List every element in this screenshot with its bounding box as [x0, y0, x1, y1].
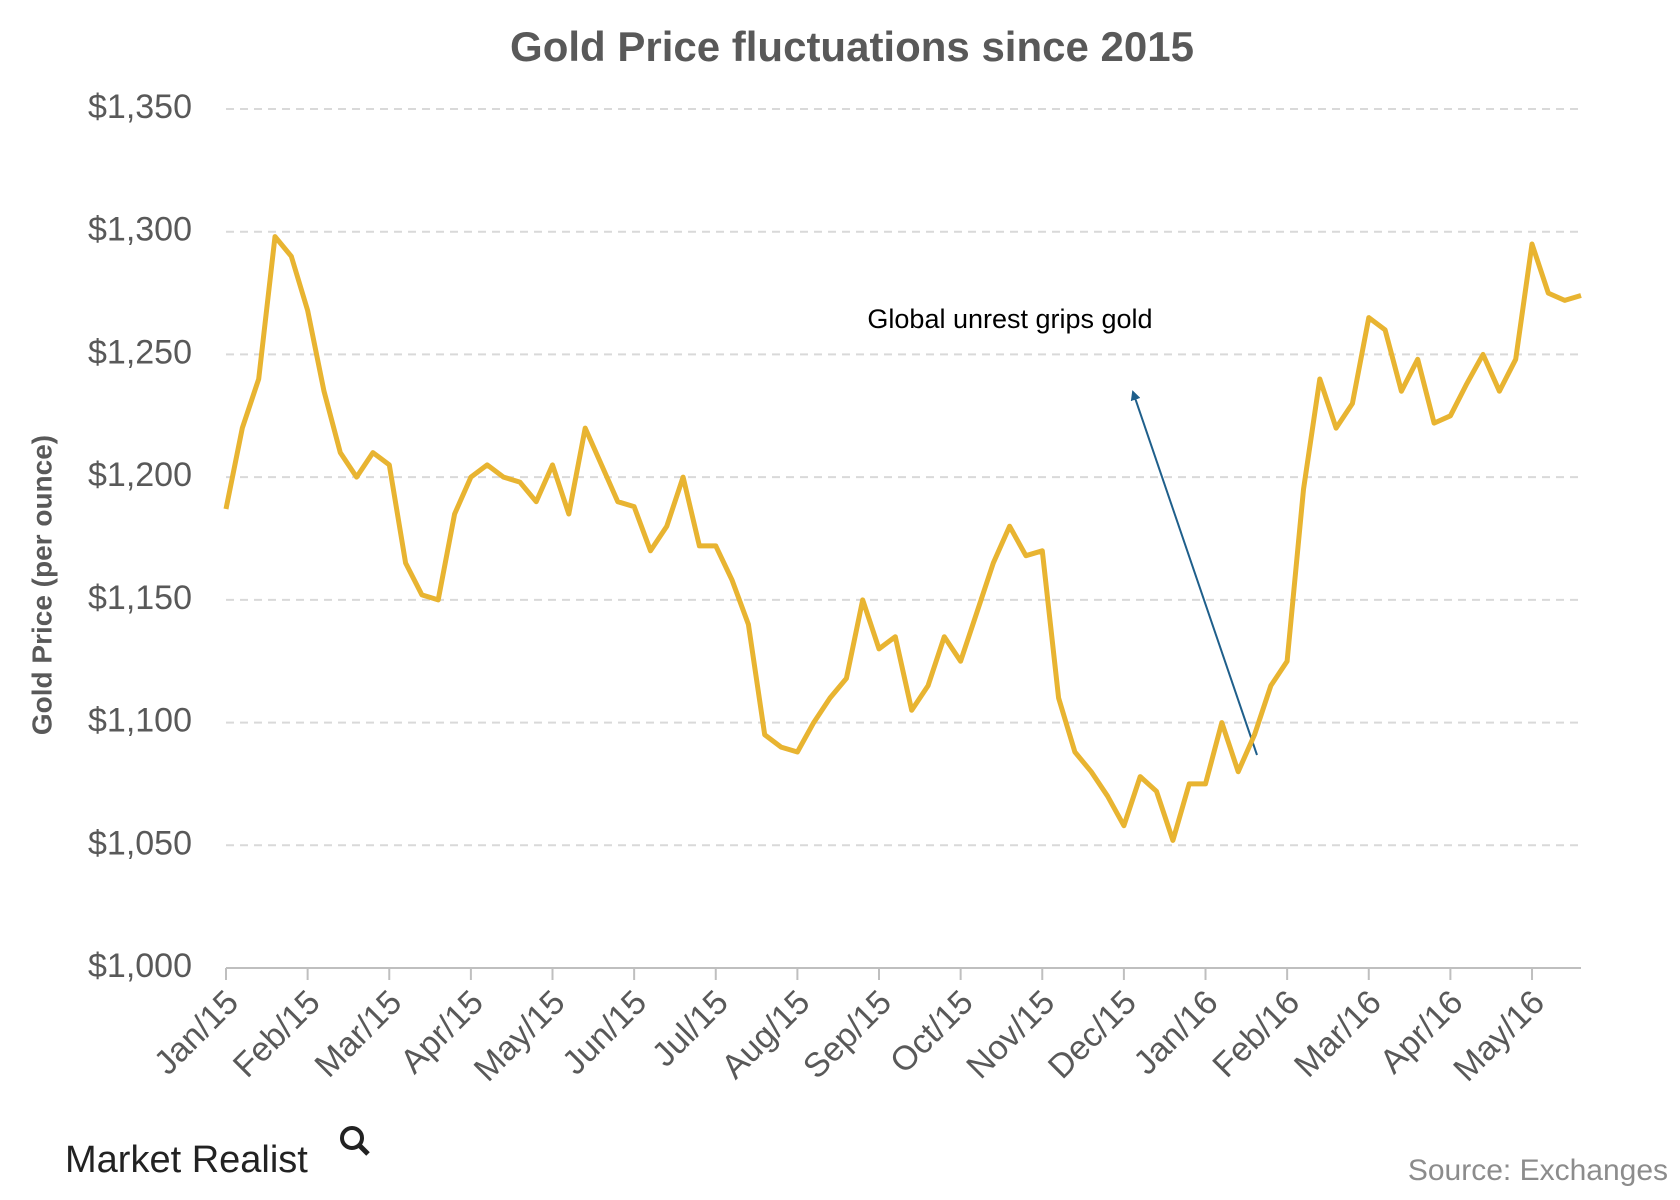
- y-axis-label: Gold Price (per ounce): [26, 435, 57, 735]
- y-tick-label: $1,350: [88, 88, 192, 126]
- annotation-arrow: [1130, 390, 1258, 756]
- y-tick-label: $1,050: [88, 824, 192, 862]
- y-tick-label: $1,250: [88, 333, 192, 371]
- y-tick-label: $1,300: [88, 211, 192, 249]
- brand-icon: [340, 1126, 370, 1156]
- source: Source: Exchanges: [1408, 1154, 1668, 1187]
- chart-title: Gold Price fluctuations since 2015: [510, 23, 1194, 70]
- annotation: Global unrest grips gold: [867, 304, 1152, 334]
- price-line: [223, 234, 1582, 843]
- y-tick-label: $1,200: [88, 456, 192, 494]
- y-tick-label: $1,100: [88, 702, 192, 740]
- y-tick-label: $1,150: [88, 579, 192, 617]
- brand: Market Realist: [65, 1139, 308, 1181]
- y-tick-label: $1,000: [88, 947, 192, 985]
